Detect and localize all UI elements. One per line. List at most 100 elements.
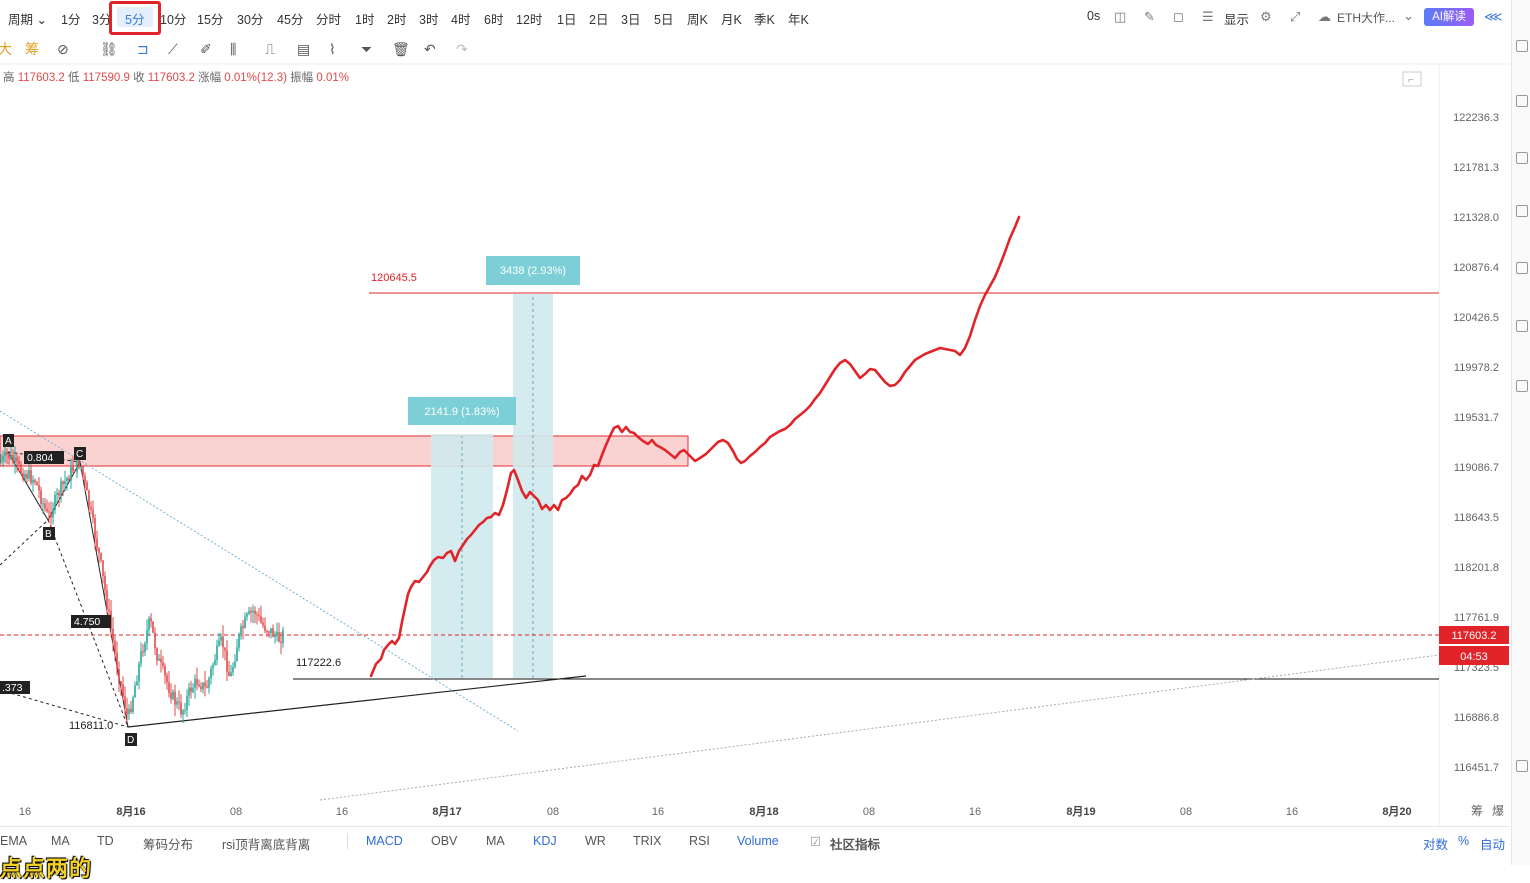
period-4h[interactable]: 4时 <box>451 13 471 27</box>
period-6h[interactable]: 6时 <box>484 13 504 27</box>
tab-td[interactable]: TD <box>97 834 114 848</box>
undo-icon[interactable]: ↶ <box>424 41 436 57</box>
share-icon[interactable]: ⋘ <box>1484 9 1503 24</box>
candle-body <box>74 471 76 473</box>
bookmark-icon[interactable]: ⊐ <box>137 41 149 57</box>
period-3h[interactable]: 3时 <box>419 13 439 27</box>
strip-tool-icon[interactable] <box>1516 40 1528 52</box>
price-axis[interactable]: 122236.3 121781.3 121328.0 120876.4 1204… <box>1439 112 1509 774</box>
strip-tool-icon[interactable] <box>1516 262 1528 274</box>
filter-icon[interactable]: ⏷ <box>361 41 373 57</box>
scale-percent-toggle[interactable]: % <box>1458 834 1470 848</box>
strip-tool-icon[interactable] <box>1516 205 1528 217</box>
period-45m[interactable]: 45分 <box>277 13 304 27</box>
redo-icon[interactable]: ↷ <box>456 41 468 57</box>
candle-body <box>142 651 144 653</box>
camera-icon[interactable]: ◫ <box>1114 9 1127 24</box>
period-month[interactable]: 月K <box>721 13 742 27</box>
period-5m[interactable]: 5分 <box>125 13 145 27</box>
period-5d[interactable]: 5日 <box>654 13 674 27</box>
measure-label-1-bg <box>408 397 516 425</box>
period-quarter[interactable]: 季K <box>754 13 775 27</box>
price-chart[interactable]: ⌐ 2141.9 (1.83%) 3438 (2.93%) 120645.5 1… <box>0 0 1510 826</box>
ascending-trendline[interactable] <box>127 675 587 728</box>
period-menu[interactable]: 周期 ⌄ <box>8 9 47 28</box>
tab-ma2[interactable]: MA <box>486 834 505 848</box>
candle-body <box>168 682 170 693</box>
note-icon[interactable]: ▤ <box>297 41 311 57</box>
descending-trendline[interactable] <box>0 410 519 732</box>
period-2d[interactable]: 2日 <box>589 13 609 27</box>
candle-body <box>226 650 228 672</box>
ruler-icon[interactable]: ⟋ <box>168 41 178 57</box>
tab-rsi-divergence[interactable]: rsi顶背离底背离 <box>222 838 311 852</box>
price-tick: 122236.3 <box>1453 112 1499 124</box>
tab-ma[interactable]: MA <box>51 834 70 848</box>
amplitude-value: 0.01% <box>316 72 349 84</box>
strip-tool-icon[interactable] <box>1516 95 1528 107</box>
period-15m[interactable]: 15分 <box>197 13 224 27</box>
tab-wr[interactable]: WR <box>585 834 606 848</box>
tab-trix[interactable]: TRIX <box>633 834 662 848</box>
period-3d[interactable]: 3日 <box>621 13 641 27</box>
tab-chip-distribution[interactable]: 筹码分布 <box>143 838 194 852</box>
liquidation-label[interactable]: 爆 <box>1492 804 1504 818</box>
tab-rsi[interactable]: RSI <box>689 834 710 848</box>
trash-icon[interactable]: 🗑 <box>392 41 410 57</box>
chips-label[interactable]: 筹 <box>1471 804 1483 818</box>
expand-icon[interactable]: ⤢ <box>1290 9 1301 24</box>
tab-ema[interactable]: EMA <box>0 834 28 848</box>
period-2h[interactable]: 2时 <box>387 13 407 27</box>
scale-auto-toggle[interactable]: 自动 <box>1480 838 1506 852</box>
magic-brush-icon[interactable]: ⊘ <box>57 41 69 57</box>
ai-interpret-button[interactable]: AI解读 <box>1424 8 1474 26</box>
symbol-template[interactable]: ETH大作... <box>1337 11 1396 25</box>
time-tick: 16 <box>336 806 348 818</box>
period-1h[interactable]: 1时 <box>355 13 375 27</box>
candle-body <box>160 658 162 663</box>
period-3m[interactable]: 3分 <box>92 13 112 27</box>
chevron-down-icon[interactable]: ⌄ <box>1403 8 1414 23</box>
candle-body <box>152 621 154 633</box>
period-12h[interactable]: 12时 <box>516 13 543 27</box>
time-axis[interactable]: 16 8月16 08 16 8月17 08 16 8月18 08 16 8月19… <box>19 804 1504 818</box>
strip-tool-icon[interactable] <box>1516 320 1528 332</box>
strip-tool-icon[interactable] <box>1516 152 1528 164</box>
collapse-icon[interactable] <box>1402 71 1422 87</box>
edit-icon[interactable]: ☑ <box>810 835 822 849</box>
tab-community-indicators[interactable]: 社区指标 <box>830 838 881 852</box>
period-1d[interactable]: 1日 <box>557 13 577 27</box>
display-menu[interactable]: 显示 <box>1224 13 1250 27</box>
long-trendline[interactable] <box>319 654 1440 801</box>
strip-tool-icon[interactable] <box>1516 380 1528 392</box>
strip-tool-icon[interactable] <box>1516 760 1528 772</box>
period-1m[interactable]: 1分 <box>61 13 81 27</box>
tab-volume[interactable]: Volume <box>737 834 779 848</box>
candle-body <box>108 609 110 611</box>
period-10m[interactable]: 10分 <box>160 13 187 27</box>
time-tick: 16 <box>19 806 31 818</box>
candle-body <box>220 636 222 641</box>
tab-macd[interactable]: MACD <box>366 834 403 848</box>
candle-body <box>32 480 34 483</box>
lock-icon[interactable]: ⎍ <box>265 41 275 57</box>
candle-body <box>0 460 2 462</box>
resistance-zone[interactable] <box>0 435 689 467</box>
projection-path[interactable] <box>369 215 1021 678</box>
pencil-icon[interactable]: ✎ <box>1144 9 1155 24</box>
scale-log-toggle[interactable]: 对数 <box>1423 838 1449 852</box>
gear-icon[interactable]: ⚙ <box>1260 9 1272 24</box>
brush-icon[interactable]: ✐ <box>200 41 212 57</box>
tab-obv[interactable]: OBV <box>431 834 458 848</box>
fullscreen-box-icon[interactable]: ◻ <box>1173 9 1184 24</box>
period-week[interactable]: 周K <box>687 13 708 27</box>
period-30m[interactable]: 30分 <box>237 13 264 27</box>
link-icon[interactable]: ⛓ <box>100 41 118 57</box>
time-tick: 08 <box>1180 806 1192 818</box>
list-icon[interactable]: ☰ <box>1202 9 1214 24</box>
eraser-icon[interactable]: ⌇ <box>329 41 336 57</box>
period-timeshare[interactable]: 分时 <box>316 13 342 27</box>
period-year[interactable]: 年K <box>788 13 809 27</box>
tab-kdj[interactable]: KDJ <box>533 834 557 848</box>
candle-icon[interactable]: ⫼ <box>230 41 237 57</box>
